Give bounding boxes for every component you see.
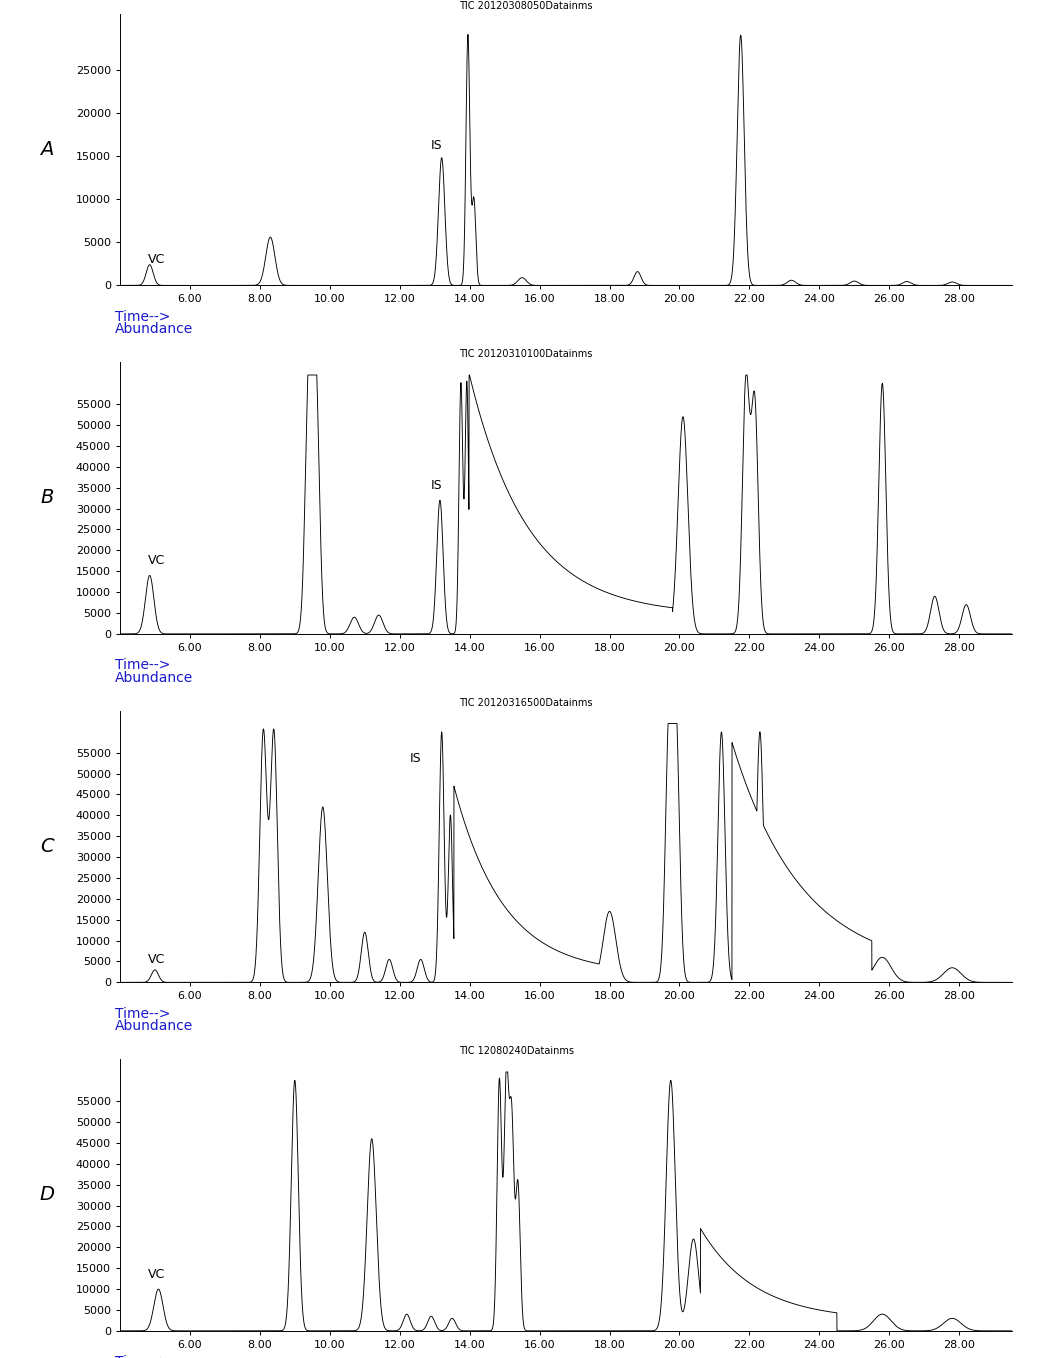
Text: B: B <box>41 489 53 508</box>
Text: VC: VC <box>148 254 165 266</box>
Text: Abundance: Abundance <box>115 322 193 337</box>
Text: Time-->: Time--> <box>115 659 170 672</box>
Text: TIC 12080240Datainms: TIC 12080240Datainms <box>459 1046 574 1057</box>
Text: TIC 20120316500Datainms: TIC 20120316500Datainms <box>459 698 592 708</box>
Text: Abundance: Abundance <box>115 671 193 684</box>
Text: D: D <box>40 1186 54 1205</box>
Text: IS: IS <box>431 479 443 492</box>
Text: Time-->: Time--> <box>115 310 170 323</box>
Text: VC: VC <box>148 1268 165 1281</box>
Text: IS: IS <box>410 752 421 766</box>
Text: Time-->: Time--> <box>115 1006 170 1021</box>
Text: C: C <box>40 837 54 856</box>
Text: VC: VC <box>148 953 165 966</box>
Text: TIC 20120308050Datainms: TIC 20120308050Datainms <box>459 1 592 11</box>
Text: VC: VC <box>148 554 165 568</box>
Text: A: A <box>41 140 53 159</box>
Text: Abundance: Abundance <box>115 1020 193 1033</box>
Text: Time-->: Time--> <box>115 1355 170 1358</box>
Text: TIC 20120310100Datainms: TIC 20120310100Datainms <box>459 349 592 360</box>
Text: IS: IS <box>431 139 443 152</box>
